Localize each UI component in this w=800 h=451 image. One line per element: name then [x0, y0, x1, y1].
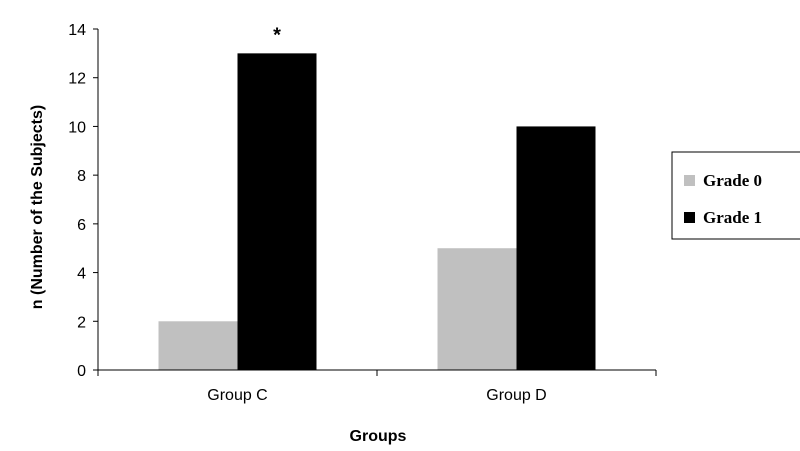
y-axis-ticks: 0 2 4 6 8 10 12 14	[68, 22, 98, 380]
x-tick-label: Group D	[486, 387, 546, 404]
y-tick-label: 12	[68, 71, 86, 88]
y-axis-title: n (Number of the Subjects)	[29, 105, 46, 309]
y-tick-label: 0	[77, 363, 86, 380]
legend-swatch-grade-1	[684, 212, 695, 223]
legend-swatch-grade-0	[684, 175, 695, 186]
x-axis-title: Groups	[350, 428, 407, 445]
y-tick-label: 14	[68, 22, 86, 39]
y-tick-label: 6	[77, 217, 86, 234]
bars	[158, 53, 596, 370]
bar-grade-1-group-c	[237, 53, 317, 370]
x-tick-label: Group C	[207, 387, 267, 404]
y-tick-label: 2	[77, 314, 86, 331]
annotations: *	[273, 24, 281, 46]
legend-box	[671, 151, 800, 240]
legend: Grade 0 Grade 1	[671, 151, 800, 240]
bar-grade-0-group-d	[437, 248, 517, 370]
bar-grade-1-group-d	[516, 126, 596, 370]
bar-grade-0-group-c	[158, 321, 238, 370]
legend-label-grade-1: Grade 1	[703, 208, 762, 227]
y-tick-label: 8	[77, 168, 86, 185]
legend-label-grade-0: Grade 0	[703, 171, 762, 190]
y-tick-label: 4	[77, 266, 86, 283]
x-axis-ticks: Group C Group D	[97, 370, 657, 404]
y-tick-label: 10	[68, 119, 86, 136]
significance-marker: *	[273, 24, 281, 46]
